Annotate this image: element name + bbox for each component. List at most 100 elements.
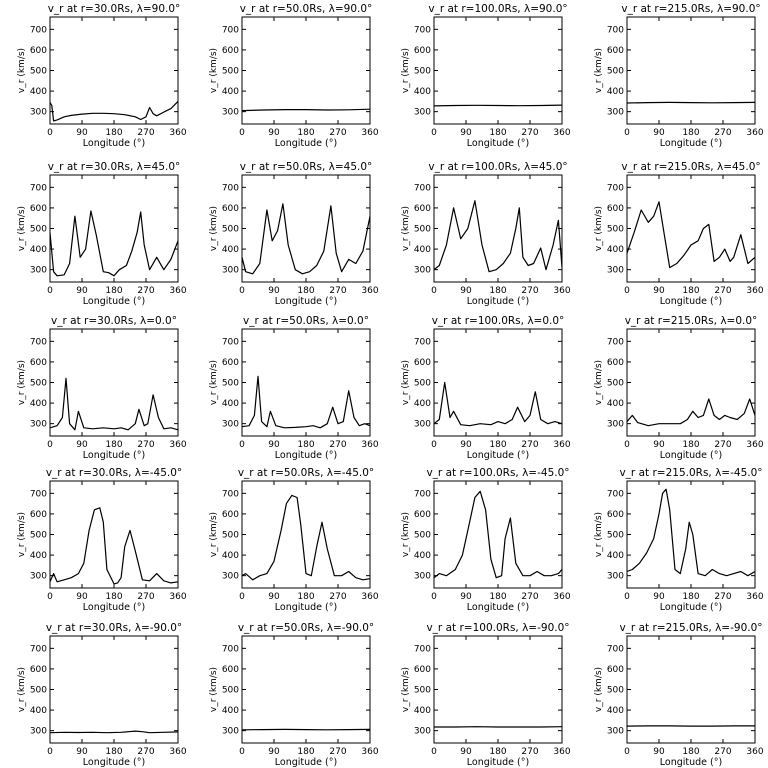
y-tick-label: 500 [222, 379, 239, 389]
x-axis-label: Longitude (°) [467, 450, 529, 461]
y-tick-label: 600 [607, 358, 624, 368]
x-tick-label: 90 [76, 747, 88, 757]
panel-5-1: v_r at r=30.0Rs, λ=-90.0° 0 90 180 270 360 300… [17, 622, 187, 768]
y-tick-label: 700 [30, 25, 47, 35]
plot-frame [626, 16, 756, 125]
y-tick-label: 700 [222, 337, 239, 347]
x-tick-label: 360 [361, 128, 378, 138]
y-tick-label: 300 [414, 572, 431, 582]
x-axis-label: Longitude (°) [467, 296, 529, 307]
x-tick-label: 90 [460, 128, 472, 138]
x-tick-label: 0 [47, 128, 53, 138]
x-tick-label: 0 [624, 747, 630, 757]
y-tick-label: 700 [607, 644, 624, 654]
y-tick-label: 400 [30, 245, 47, 255]
panel-5-2: v_r at r=50.0Rs, λ=-90.0° 0 90 180 270 360 300… [209, 622, 379, 768]
x-tick-label: 270 [521, 440, 538, 450]
x-tick-label: 270 [329, 592, 346, 602]
x-tick-label: 0 [239, 440, 245, 450]
y-tick-label: 400 [414, 245, 431, 255]
x-tick-label: 180 [682, 286, 699, 296]
x-axis-label: Longitude (°) [660, 450, 722, 461]
panel-title: v_r at r=30.0Rs, λ=45.0° [48, 161, 181, 173]
series-line [626, 101, 756, 104]
panel-title: v_r at r=100.0Rs, λ=-90.0° [426, 622, 569, 634]
x-tick-label: 180 [682, 128, 699, 138]
panel-3-1: v_r at r=30.0Rs, λ=0.0° 0 90 180 270 360 300 40… [17, 315, 187, 461]
y-tick-label: 300 [222, 266, 239, 276]
panel-3-3: v_r at r=100.0Rs, λ=0.0° 0 90 180 270 360 300 4… [401, 315, 571, 461]
y-tick-label: 300 [607, 727, 624, 737]
y-tick-label: 700 [414, 644, 431, 654]
y-axis-label: v_r (km/s) [17, 512, 27, 557]
x-tick-label: 270 [137, 286, 154, 296]
y-tick-label: 500 [30, 67, 47, 77]
x-tick-label: 0 [431, 747, 437, 757]
x-axis-label: Longitude (°) [83, 296, 145, 307]
x-axis-label: Longitude (°) [83, 450, 145, 461]
plot-frame [241, 174, 371, 283]
x-tick-label: 360 [361, 440, 378, 450]
y-axis-label: v_r (km/s) [594, 206, 604, 251]
y-axis-label: v_r (km/s) [401, 206, 411, 251]
plot-frame [626, 328, 756, 437]
x-tick-label: 270 [329, 440, 346, 450]
x-tick-label: 0 [239, 747, 245, 757]
y-tick-label: 300 [222, 420, 239, 430]
panel-title: v_r at r=215.0Rs, λ=-90.0° [619, 622, 762, 634]
y-tick-label: 400 [30, 706, 47, 716]
y-tick-label: 700 [607, 183, 624, 193]
panel-1-3: v_r at r=100.0Rs, λ=90.0° 0 90 180 270 360 300… [401, 3, 571, 149]
x-tick-label: 90 [653, 592, 665, 602]
x-tick-label: 270 [714, 592, 731, 602]
y-axis-label: v_r (km/s) [17, 667, 27, 712]
y-tick-label: 600 [607, 46, 624, 56]
y-tick-label: 300 [414, 108, 431, 118]
y-tick-label: 400 [222, 87, 239, 97]
y-tick-label: 400 [30, 551, 47, 561]
y-axis-label: v_r (km/s) [209, 667, 219, 712]
y-tick-label: 600 [414, 46, 431, 56]
y-tick-label: 300 [414, 727, 431, 737]
series-line [49, 377, 179, 431]
x-tick-label: 180 [105, 592, 122, 602]
x-tick-label: 360 [553, 592, 570, 602]
x-tick-label: 360 [746, 128, 763, 138]
x-axis-label: Longitude (°) [83, 602, 145, 613]
y-tick-label: 700 [414, 183, 431, 193]
y-tick-label: 400 [607, 399, 624, 409]
x-tick-label: 270 [714, 128, 731, 138]
y-tick-label: 600 [222, 46, 239, 56]
series-line [49, 100, 179, 122]
series-line [626, 488, 756, 577]
y-tick-label: 300 [414, 420, 431, 430]
y-tick-label: 700 [222, 25, 239, 35]
y-tick-label: 600 [30, 46, 47, 56]
y-tick-label: 500 [607, 225, 624, 235]
x-tick-label: 90 [76, 592, 88, 602]
plot-frame [433, 480, 563, 589]
panel-title: v_r at r=100.0Rs, λ=45.0° [428, 161, 567, 173]
x-tick-label: 180 [489, 128, 506, 138]
y-tick-label: 300 [30, 420, 47, 430]
panel-1-2: v_r at r=50.0Rs, λ=90.0° 0 90 180 270 360 300 4… [209, 3, 379, 149]
x-tick-label: 90 [268, 128, 280, 138]
x-tick-label: 90 [460, 440, 472, 450]
y-tick-label: 500 [607, 379, 624, 389]
x-tick-label: 90 [460, 286, 472, 296]
x-tick-label: 360 [553, 286, 570, 296]
panel-title: v_r at r=215.0Rs, λ=-45.0° [619, 467, 762, 479]
y-tick-label: 600 [222, 665, 239, 675]
x-axis-label: Longitude (°) [83, 138, 145, 149]
series-line [626, 398, 756, 427]
panel-title: v_r at r=50.0Rs, λ=90.0° [240, 3, 373, 15]
x-tick-label: 180 [105, 747, 122, 757]
x-tick-label: 90 [653, 286, 665, 296]
panel-title: v_r at r=100.0Rs, λ=-45.0° [426, 467, 569, 479]
panel-title: v_r at r=100.0Rs, λ=90.0° [428, 3, 567, 15]
x-tick-label: 0 [239, 286, 245, 296]
panel-4-3: v_r at r=100.0Rs, λ=-45.0° 0 90 180 270 360 30… [401, 467, 571, 613]
x-tick-label: 0 [624, 128, 630, 138]
y-tick-label: 500 [414, 686, 431, 696]
